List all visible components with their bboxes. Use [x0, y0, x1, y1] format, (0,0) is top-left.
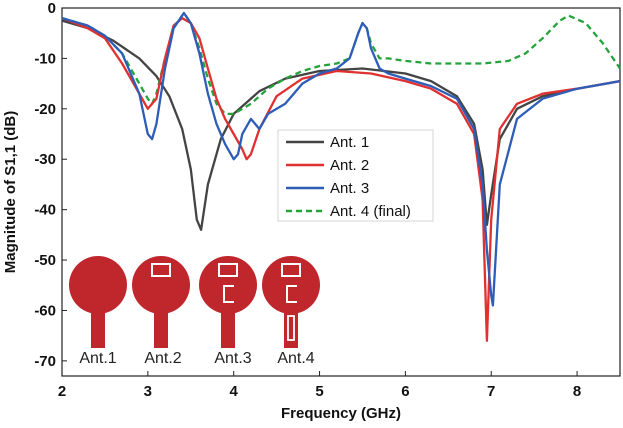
tick-layer: 2 3 4 5 6 7 8 0 -10 -20 -30 -40 -50 -60 -70 [34, 0, 581, 400]
y-tick-label: -30 [34, 151, 56, 168]
series-layer [61, 11, 621, 342]
antenna-label-4: Ant.4 [277, 350, 314, 367]
y-tick-label: -70 [34, 353, 56, 370]
x-tick-label: 6 [401, 383, 409, 400]
series-line-ant-1 [61, 19, 621, 231]
legend-label-ant-2: Ant. 2 [330, 157, 369, 174]
x-tick-label: 5 [315, 383, 323, 400]
plot-frame [61, 7, 621, 377]
legend-label-ant-3: Ant. 3 [330, 180, 369, 197]
antenna-3-shape [199, 256, 257, 348]
y-tick-label: 0 [48, 0, 56, 17]
y-axis-title: Magnitude of S1,1 (dB) [2, 111, 19, 274]
antenna-2-shape [132, 256, 190, 348]
antenna-label-2: Ant.2 [144, 350, 181, 367]
y-tick-label: -40 [34, 202, 56, 219]
series-line-ant-3 [61, 11, 621, 307]
x-tick-label: 2 [58, 383, 66, 400]
legend: Ant. 1 Ant. 2 Ant. 3 Ant. 4 (final) [277, 129, 434, 222]
antenna-illustrations: Ant.1 Ant.2 Ant.3 Ant.4 [69, 256, 320, 367]
x-tick-label: 8 [573, 383, 581, 400]
x-tick-label: 4 [230, 383, 239, 400]
x-tick-label: 3 [144, 383, 152, 400]
y-tick-label: -20 [34, 101, 56, 118]
legend-label-ant-4: Ant. 4 (final) [330, 203, 411, 220]
y-tick-label: -50 [34, 252, 56, 269]
x-axis-title: Frequency (GHz) [281, 405, 401, 422]
y-tick-label: -60 [34, 302, 56, 319]
legend-box [277, 129, 434, 222]
antenna-1-shape [69, 256, 127, 348]
legend-label-ant-1: Ant. 1 [330, 134, 369, 151]
y-tick-label: -10 [34, 50, 56, 67]
x-tick-label: 7 [487, 383, 495, 400]
antenna-label-3: Ant.3 [214, 350, 251, 367]
series-line-ant-2 [61, 16, 621, 342]
antenna-4-shape [262, 256, 320, 348]
antenna-label-1: Ant.1 [79, 350, 116, 367]
